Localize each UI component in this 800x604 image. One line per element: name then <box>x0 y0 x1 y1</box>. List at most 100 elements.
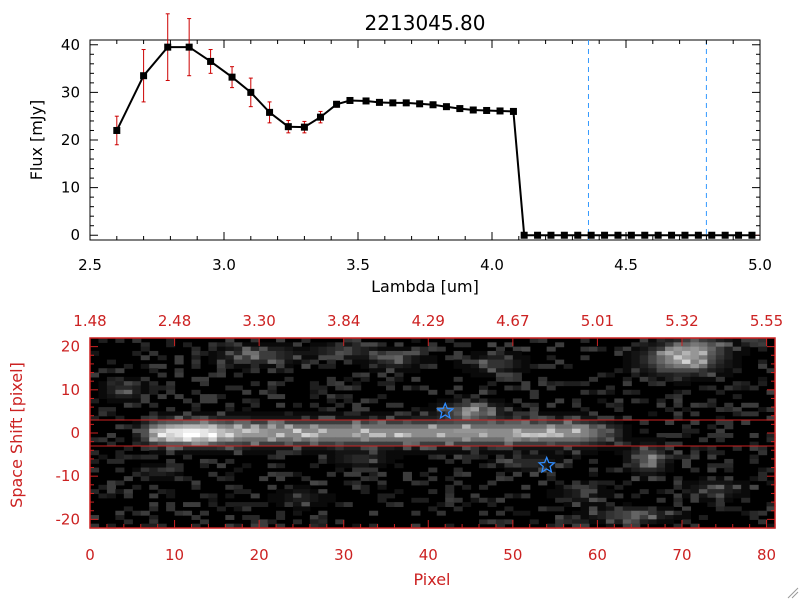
image-pixel <box>470 493 480 499</box>
image-pixel <box>419 420 429 425</box>
image-pixel <box>749 338 759 343</box>
image-pixel <box>276 510 286 516</box>
x-tick-label: 3.0 <box>212 256 236 274</box>
image-pixel <box>580 437 590 443</box>
image-pixel <box>665 441 675 447</box>
image-pixel <box>166 411 176 417</box>
image-pixel <box>352 471 362 477</box>
image-pixel <box>521 428 531 434</box>
image-pixel <box>250 519 260 525</box>
image-pixel <box>326 437 336 443</box>
image-pixel <box>529 424 539 430</box>
image-pixel <box>555 454 565 460</box>
image-pixel <box>555 450 565 456</box>
image-pixel <box>90 467 100 473</box>
image-pixel <box>462 437 472 443</box>
data-point <box>641 231 649 239</box>
image-pixel <box>690 346 700 352</box>
image-pixel <box>259 450 269 456</box>
image-pixel <box>470 415 480 421</box>
image-pixel <box>648 445 658 451</box>
image-pixel <box>385 502 396 508</box>
image-pixel <box>191 363 201 369</box>
image-pixel <box>318 433 328 438</box>
image-pixel <box>673 476 683 482</box>
image-pixel <box>546 411 556 417</box>
image-pixel <box>242 437 252 443</box>
image-pixel <box>546 424 556 430</box>
image-pixel <box>140 381 150 387</box>
image-pixel <box>98 381 108 387</box>
image-pixel <box>242 515 252 520</box>
image-pixel <box>284 355 294 361</box>
image-pixel <box>479 450 489 456</box>
image-pixel <box>622 502 632 508</box>
image-pixel <box>698 359 708 365</box>
image-pixel <box>267 411 277 417</box>
x-tick-label: 2.5 <box>78 256 102 274</box>
image-pixel <box>276 368 286 374</box>
image-pixel <box>538 437 548 443</box>
image-pixel <box>309 411 319 417</box>
image-pixel <box>715 342 725 348</box>
image-pixel <box>309 480 319 486</box>
image-pixel <box>199 350 209 356</box>
image-pixel <box>445 445 455 451</box>
image-pixel <box>749 476 759 482</box>
image-pixel <box>149 471 159 477</box>
image-pixel <box>512 359 522 365</box>
image-pixel <box>445 424 455 430</box>
image-pixel <box>656 450 666 456</box>
image-pixel <box>512 363 522 369</box>
image-pixel <box>504 458 514 464</box>
image-pixel <box>225 342 235 348</box>
image-pixel <box>580 480 590 486</box>
image-pixel <box>242 441 252 447</box>
image-pixel <box>588 445 599 451</box>
image-pixel <box>631 368 641 374</box>
image-pixel <box>123 398 133 404</box>
image-pixel <box>572 484 582 490</box>
image-pixel <box>639 441 649 447</box>
image-pixel <box>394 355 404 361</box>
data-point <box>627 231 635 239</box>
data-point <box>402 99 410 107</box>
image-pixel <box>166 415 176 421</box>
image-pixel <box>715 433 725 438</box>
image-pixel <box>665 515 675 520</box>
image-pixel <box>732 411 742 417</box>
star-marker-icon <box>435 401 455 420</box>
image-pixel <box>123 376 133 382</box>
image-pixel <box>318 428 328 434</box>
image-pixel <box>276 454 286 460</box>
image-pixel <box>284 493 294 499</box>
image-pixel <box>335 394 345 400</box>
image-pixel <box>149 515 159 520</box>
data-point <box>721 231 729 239</box>
image-pixel <box>301 363 311 369</box>
image-pixel <box>377 342 387 348</box>
image-pixel <box>115 394 125 400</box>
image-pixel <box>605 402 615 408</box>
image-pixel <box>605 372 615 378</box>
image-pixel <box>588 458 599 464</box>
image-pixel <box>301 338 311 343</box>
image-pixel <box>665 420 675 425</box>
image-pixel <box>622 376 632 382</box>
image-pixel <box>174 420 184 425</box>
image-pixel <box>555 359 565 365</box>
image-pixel <box>445 497 455 503</box>
image-top-tick-label: 3.30 <box>242 312 275 330</box>
image-pixel <box>208 420 218 425</box>
image-pixel <box>445 502 455 508</box>
image-pixel <box>512 433 522 438</box>
image-pixel <box>191 355 201 361</box>
resize-grip-icon[interactable] <box>787 587 799 599</box>
image-pixel <box>352 381 362 387</box>
image-pixel <box>292 506 303 512</box>
image-pixel <box>216 506 226 512</box>
data-point <box>416 100 424 108</box>
image-pixel <box>681 433 692 438</box>
image-pixel <box>250 424 260 430</box>
image-pixel <box>462 450 472 456</box>
